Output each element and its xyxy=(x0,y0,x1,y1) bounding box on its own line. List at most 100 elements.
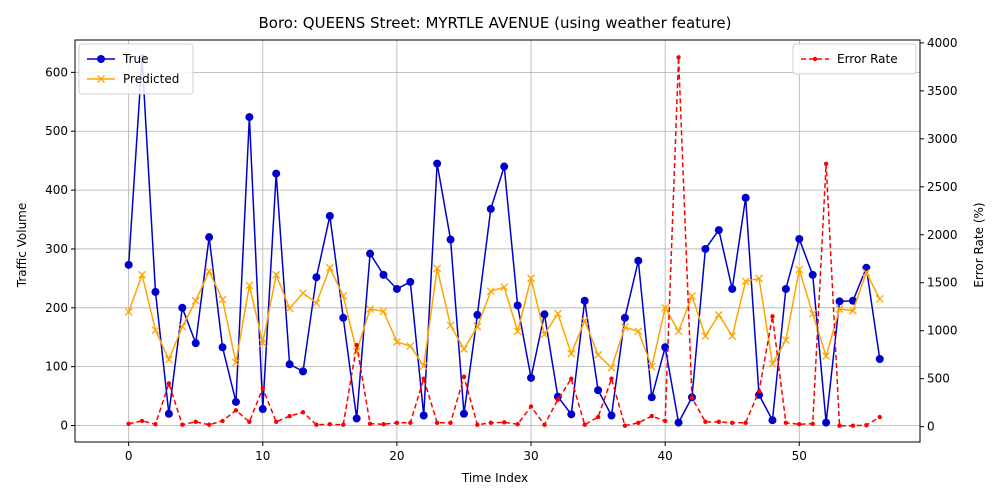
predicted-point xyxy=(272,270,281,279)
predicted-point xyxy=(728,332,737,341)
error-rate-point xyxy=(180,422,185,427)
predicted-point xyxy=(688,292,696,300)
true-point xyxy=(848,296,857,305)
true-point xyxy=(781,284,790,293)
true-point xyxy=(446,235,455,244)
chart-title: Boro: QUEENS Street: MYRTLE AVENUE (usin… xyxy=(258,14,731,32)
predicted-point xyxy=(433,264,442,273)
y2-tick-label: 2000 xyxy=(927,228,958,242)
y2-tick-label: 3500 xyxy=(927,84,958,98)
true-point xyxy=(607,411,616,420)
true-point xyxy=(164,409,173,418)
true-point xyxy=(728,284,737,293)
true-point xyxy=(258,405,267,414)
true-point xyxy=(768,416,777,425)
x-tick-label: 0 xyxy=(125,449,133,463)
true-point xyxy=(500,162,509,171)
predicted-point xyxy=(191,296,200,305)
y2-axis-ticks: 0 500 1000 1500 2000 2500 3000 3500 4000 xyxy=(920,36,958,434)
error-rate-point xyxy=(797,422,802,427)
true-point xyxy=(875,355,884,364)
true-point xyxy=(366,249,375,258)
y-tick-label: 300 xyxy=(45,242,68,256)
error-rate-point xyxy=(730,420,735,426)
predicted-point xyxy=(486,287,495,296)
error-rate-line xyxy=(128,57,881,427)
error-rate-point xyxy=(649,413,654,419)
predicted-point xyxy=(701,332,710,341)
error-rate-point xyxy=(528,404,534,409)
predicted-point xyxy=(151,326,160,335)
true-point xyxy=(218,343,227,352)
error-rate-point xyxy=(193,419,198,425)
true-point xyxy=(540,310,549,319)
true-point xyxy=(701,244,710,253)
y2-tick-label: 1500 xyxy=(927,276,958,290)
error-rate-point xyxy=(555,397,561,402)
predicted-point xyxy=(875,295,884,303)
y-tick-label: 0 xyxy=(60,419,68,433)
predicted-point xyxy=(231,358,240,367)
true-point xyxy=(553,392,562,401)
x-axis-label: Time Index xyxy=(461,471,528,485)
error-rate-point xyxy=(381,422,386,427)
error-rate-point xyxy=(756,388,762,394)
error-rate-point xyxy=(609,376,614,381)
x-tick-label: 40 xyxy=(658,449,673,463)
true-point xyxy=(379,270,388,279)
error-rate-point xyxy=(233,408,239,413)
y2-tick-label: 3000 xyxy=(927,132,958,146)
true-point xyxy=(647,393,656,402)
true-point xyxy=(714,226,723,235)
legend-box xyxy=(78,43,194,95)
predicted-point xyxy=(245,281,254,290)
legend-label-predicted: Predicted xyxy=(123,72,179,86)
y2-tick-label: 4000 xyxy=(927,36,958,50)
predicted-point xyxy=(406,342,415,351)
error-rate-point xyxy=(166,381,172,386)
error-rate-point xyxy=(595,414,601,420)
predicted-point xyxy=(178,322,187,331)
predicted-point xyxy=(781,336,790,345)
true-point xyxy=(285,360,294,369)
grid xyxy=(75,40,920,442)
error-rate-point xyxy=(689,395,695,401)
series-layer xyxy=(124,54,884,428)
error-rate-point xyxy=(582,422,587,427)
true-point xyxy=(594,386,603,395)
error-rate-point xyxy=(475,422,480,427)
true-point xyxy=(245,113,254,122)
true-point xyxy=(741,193,750,202)
error-rate-point xyxy=(408,420,413,426)
y-tick-label: 500 xyxy=(45,124,68,138)
y-tick-label: 100 xyxy=(45,360,68,374)
true-point xyxy=(580,296,589,305)
y-axis-label: Traffic Volume xyxy=(15,203,29,289)
true-point xyxy=(352,414,361,423)
legend-left: True Predicted xyxy=(78,43,194,95)
legend-label-error-rate: Error Rate xyxy=(837,52,898,66)
predicted-point xyxy=(419,362,428,371)
predicted-point xyxy=(822,352,831,361)
true-point xyxy=(459,409,468,418)
error-rate-point xyxy=(488,420,493,426)
predicted-point xyxy=(835,305,844,313)
error-rate-point xyxy=(636,420,641,426)
y2-axis-label: Error Rate (%) xyxy=(972,202,986,287)
true-point xyxy=(392,284,401,293)
predicted-point xyxy=(379,307,388,316)
error-rate-point xyxy=(434,420,440,426)
true-point xyxy=(473,310,482,319)
predicted-point xyxy=(714,310,723,319)
predicted-point xyxy=(755,274,764,283)
predicted-point xyxy=(647,362,656,371)
true-point xyxy=(419,411,428,420)
predicted-point xyxy=(768,359,777,368)
y2-tick-label: 1000 xyxy=(927,324,958,338)
true-point xyxy=(191,339,200,348)
true-point xyxy=(178,303,187,312)
error-rate-point xyxy=(622,423,628,428)
legend-label-true: True xyxy=(122,52,149,66)
true-point xyxy=(231,397,240,406)
